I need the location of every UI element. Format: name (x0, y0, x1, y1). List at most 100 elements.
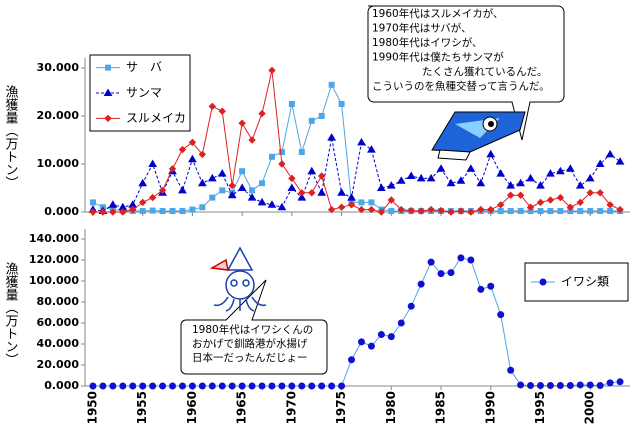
marker (387, 333, 395, 341)
y-tick-label: 100.000 (29, 274, 79, 287)
y-tick-label: 10.000 (37, 157, 80, 170)
marker (178, 145, 187, 154)
x-tick-label: 1985 (434, 391, 448, 424)
marker (109, 382, 117, 390)
marker (367, 205, 376, 214)
marker (447, 269, 455, 277)
marker (566, 381, 574, 389)
marker (487, 205, 495, 214)
marker (278, 149, 285, 155)
marker (386, 181, 396, 189)
marker (506, 191, 515, 199)
marker (89, 199, 96, 206)
marker (506, 181, 516, 189)
marker (367, 342, 375, 350)
marker (547, 208, 554, 215)
annotation-text: こういうのを魚種交替って言うんだ。 (372, 80, 550, 93)
marker (427, 258, 435, 266)
y-tick-label: 30.000 (37, 61, 80, 74)
marker (407, 302, 415, 310)
marker (417, 280, 425, 288)
marker (168, 165, 177, 173)
legend-label: スルメイカ (126, 111, 186, 125)
marker (267, 200, 277, 208)
annotation-text: 1970年代はサバが、 (372, 22, 472, 35)
marker (119, 208, 127, 216)
marker (357, 137, 366, 146)
marker (207, 173, 217, 182)
marker (139, 208, 146, 215)
marker (597, 208, 604, 215)
annotation-text: 1960年代はスルメイカが、 (372, 7, 504, 20)
marker (416, 173, 426, 182)
marker (348, 356, 356, 364)
x-tick-label: 1965 (235, 391, 249, 424)
marker (565, 164, 575, 172)
marker (526, 173, 535, 182)
marker (149, 382, 157, 390)
marker (108, 200, 118, 208)
marker (148, 159, 157, 167)
marker (436, 164, 446, 172)
marker (447, 208, 455, 216)
marker (557, 208, 564, 215)
legend-marker (103, 88, 113, 96)
x-tick-label: 1980 (384, 391, 398, 424)
marker (89, 382, 97, 390)
y-tick-label: 40.000 (37, 337, 80, 350)
marker (605, 149, 615, 158)
marker (368, 199, 375, 206)
marker (297, 193, 307, 201)
annotation-text: おかげで釧路港が水揚げ (192, 337, 308, 350)
y-tick-label: 0.000 (44, 205, 79, 218)
marker (526, 203, 535, 211)
marker (278, 160, 286, 168)
marker (268, 153, 275, 160)
marker (606, 379, 614, 387)
marker (328, 382, 336, 390)
marker (298, 382, 306, 390)
marker (247, 193, 257, 201)
y-tick-label: 20.000 (37, 109, 80, 122)
marker (338, 101, 345, 107)
marker (477, 205, 485, 214)
marker (546, 169, 555, 177)
marker (218, 382, 226, 390)
legend-marker (539, 278, 547, 286)
marker (217, 169, 227, 177)
marker (129, 382, 137, 390)
marker (328, 81, 335, 88)
squid-illustration (431, 111, 526, 161)
marker (497, 208, 504, 215)
marker (427, 205, 435, 214)
marker (169, 382, 177, 390)
marker (367, 145, 376, 153)
marker (388, 208, 395, 215)
marker (546, 196, 555, 204)
marker (426, 173, 436, 182)
marker (377, 331, 385, 339)
marker (536, 181, 545, 189)
marker (268, 382, 276, 390)
marker (258, 109, 266, 118)
marker (239, 168, 246, 175)
x-tick-label: 1995 (533, 391, 547, 424)
marker (139, 382, 147, 390)
y-tick-label: 60.000 (37, 316, 80, 329)
marker (556, 166, 565, 175)
marker (576, 198, 584, 207)
marker (467, 208, 475, 216)
y-axis-label: 漁獲量（万トン） (3, 262, 19, 366)
marker (149, 207, 156, 214)
marker (496, 169, 506, 177)
marker (517, 381, 525, 389)
marker (457, 207, 465, 215)
marker (189, 206, 196, 213)
marker (198, 382, 206, 390)
marker (576, 381, 584, 389)
marker (89, 208, 97, 216)
marker (248, 382, 256, 390)
legend-marker (105, 64, 111, 71)
marker (308, 189, 316, 197)
